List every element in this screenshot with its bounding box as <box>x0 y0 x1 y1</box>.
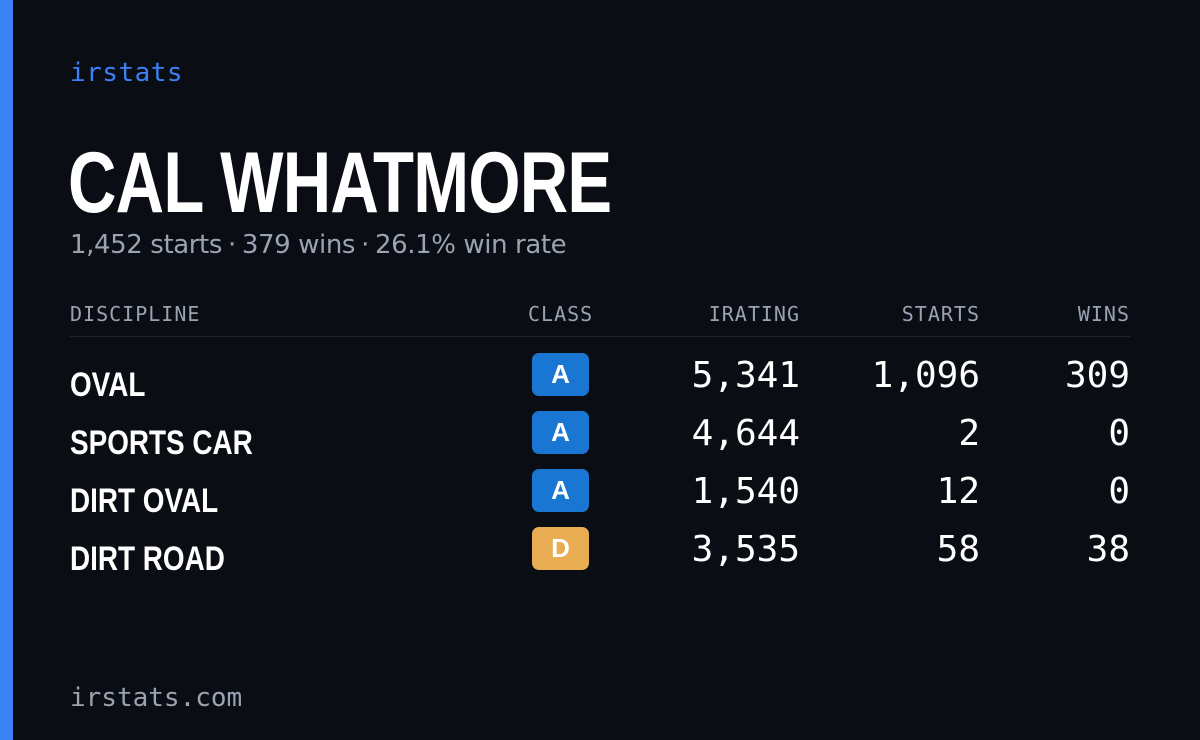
table-row: OVAL A 5,341 1,096 309 <box>70 353 1130 411</box>
header-irating: IRATING <box>708 302 800 326</box>
starts-value: 1,096 <box>871 355 980 396</box>
summary-wins: 379 wins <box>241 230 356 260</box>
brand-logo: irstats <box>70 58 184 88</box>
irating-value: 3,535 <box>691 529 800 570</box>
wins-value: 0 <box>1108 413 1130 454</box>
table-row: SPORTS CAR A 4,644 2 0 <box>70 411 1130 469</box>
wins-value: 0 <box>1108 471 1130 512</box>
header-starts: STARTS <box>901 302 980 326</box>
starts-value: 58 <box>936 529 980 570</box>
class-badge: A <box>532 469 589 512</box>
summary-win-rate: 26.1% win rate <box>374 230 567 260</box>
driver-summary: 1,452 starts · 379 wins · 26.1% win rate <box>70 228 567 262</box>
discipline-name: DIRT OVAL <box>70 482 219 520</box>
table-row: DIRT OVAL A 1,540 12 0 <box>70 469 1130 527</box>
wins-value: 38 <box>1086 529 1130 570</box>
discipline-name: OVAL <box>70 366 146 404</box>
driver-name: CAL WHATMORE <box>68 135 612 231</box>
class-badge: A <box>532 353 589 396</box>
irating-value: 1,540 <box>691 471 800 512</box>
header-discipline: DISCIPLINE <box>70 302 201 326</box>
accent-bar <box>0 0 13 740</box>
wins-value: 309 <box>1064 355 1130 396</box>
irating-value: 4,644 <box>691 413 800 454</box>
table-header: DISCIPLINE CLASS IRATING STARTS WINS <box>70 298 1130 337</box>
starts-value: 2 <box>958 413 980 454</box>
discipline-table: DISCIPLINE CLASS IRATING STARTS WINS OVA… <box>70 298 1130 585</box>
summary-separator: · <box>228 230 236 260</box>
table-body: OVAL A 5,341 1,096 309 SPORTS CAR A 4,64… <box>70 353 1130 585</box>
discipline-name: DIRT ROAD <box>70 540 225 578</box>
header-class: CLASS <box>528 302 594 326</box>
summary-starts: 1,452 starts <box>70 230 222 260</box>
summary-separator: · <box>361 230 369 260</box>
irating-value: 5,341 <box>691 355 800 396</box>
class-badge: A <box>532 411 589 454</box>
class-badge: D <box>532 527 589 570</box>
footer-url: irstats.com <box>70 683 243 713</box>
header-wins: WINS <box>1077 302 1130 326</box>
discipline-name: SPORTS CAR <box>70 424 253 462</box>
table-row: DIRT ROAD D 3,535 58 38 <box>70 527 1130 585</box>
starts-value: 12 <box>936 471 980 512</box>
